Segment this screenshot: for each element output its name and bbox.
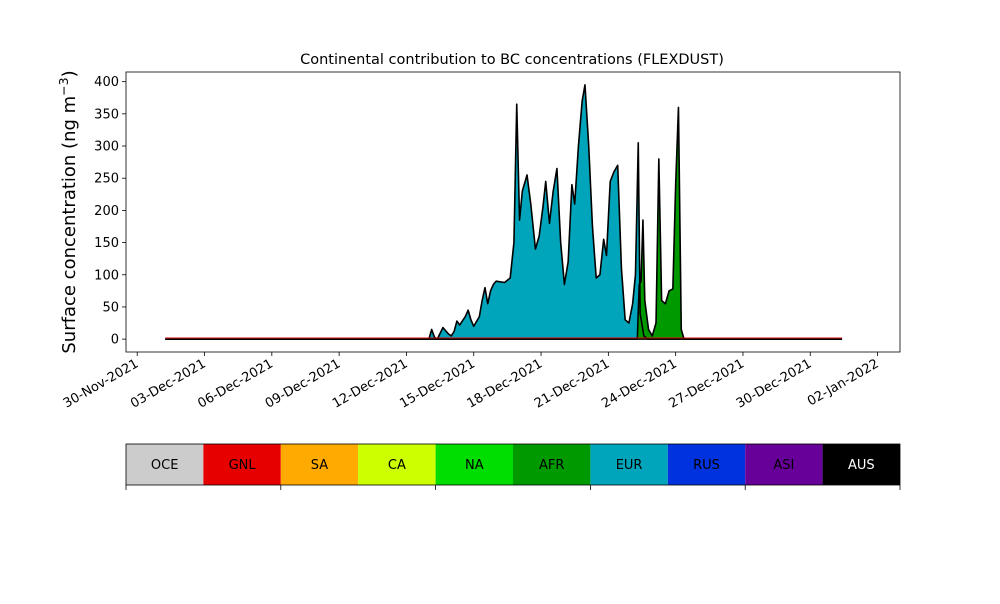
x-tick-label: 15-Dec-2021 — [397, 356, 477, 411]
legend-label-oce: OCE — [151, 458, 179, 473]
plot-frame — [125, 71, 901, 353]
legend-swatch-oce — [126, 444, 204, 485]
legend-label-rus: RUS — [693, 458, 720, 473]
y-tick-label: 250 — [94, 172, 119, 187]
legend-swatch-gnl — [203, 444, 281, 485]
y-axis-label-text: Surface concentration (ng m — [59, 96, 80, 354]
x-tick-label: 30-Nov-2021 — [61, 356, 141, 411]
legend-label-aus: AUS — [848, 458, 875, 473]
y-tick-label: 300 — [94, 140, 119, 155]
y-tick-label: 100 — [94, 268, 119, 283]
y-axis-label-exponent: −3 — [56, 77, 71, 95]
legend-swatch-eur — [590, 444, 668, 485]
y-tick-label: 0 — [111, 333, 119, 348]
legend-label-asi: ASI — [773, 458, 794, 473]
y-tick-label: 50 — [102, 300, 119, 315]
legend-swatch-na — [435, 444, 513, 485]
x-tick-label: 24-Dec-2021 — [599, 356, 679, 411]
legend-swatch-sa — [280, 444, 359, 485]
x-tick-label: 03-Dec-2021 — [128, 356, 208, 411]
y-tick-label: 150 — [94, 236, 119, 251]
legend-swatch-ca — [358, 444, 436, 485]
legend-label-na: NA — [465, 458, 484, 473]
axes: 0 50 100 150 200 250 300 350 400 30-Nov-202103-De… — [61, 71, 901, 412]
x-tick-label: 27-Dec-2021 — [667, 356, 747, 411]
plot-area — [165, 84, 843, 340]
outline-afr — [165, 106, 843, 340]
y-tick-label: 400 — [94, 75, 119, 90]
x-tick-label: 30-Dec-2021 — [734, 356, 814, 411]
x-tick-label: 18-Dec-2021 — [465, 356, 545, 411]
legend-label-sa: SA — [311, 458, 328, 473]
outline-eur — [165, 84, 843, 340]
chart-title: Continental contribution to BC concentra… — [300, 52, 724, 68]
x-tick-label: 02-Jan-2022 — [805, 356, 882, 409]
y-tick-label: 350 — [94, 107, 119, 122]
legend-swatch-aus — [822, 444, 900, 485]
legend-label-gnl: GNL — [229, 458, 257, 473]
legend: OCE GNL SA CA NA AFR EUR RUS ASI AUS — [125, 443, 901, 490]
x-tick-label: 06-Dec-2021 — [195, 356, 275, 411]
legend-label-eur: EUR — [616, 458, 643, 473]
area-eur — [165, 84, 843, 340]
x-tick-label: 09-Dec-2021 — [263, 356, 343, 411]
legend-label-afr: AFR — [539, 458, 564, 473]
legend-swatch-afr — [513, 444, 591, 485]
legend-frame — [125, 443, 901, 486]
y-axis-label-close: ) — [59, 70, 80, 77]
legend-label-ca: CA — [388, 458, 406, 473]
y-tick-label: 200 — [94, 204, 119, 219]
legend-swatch-asi — [745, 444, 823, 485]
x-tick-label: 21-Dec-2021 — [532, 356, 612, 411]
legend-swatch-rus — [667, 444, 746, 485]
y-axis-label: Surface concentration (ng m−3) — [56, 70, 80, 353]
x-tick-label: 12-Dec-2021 — [330, 356, 410, 411]
